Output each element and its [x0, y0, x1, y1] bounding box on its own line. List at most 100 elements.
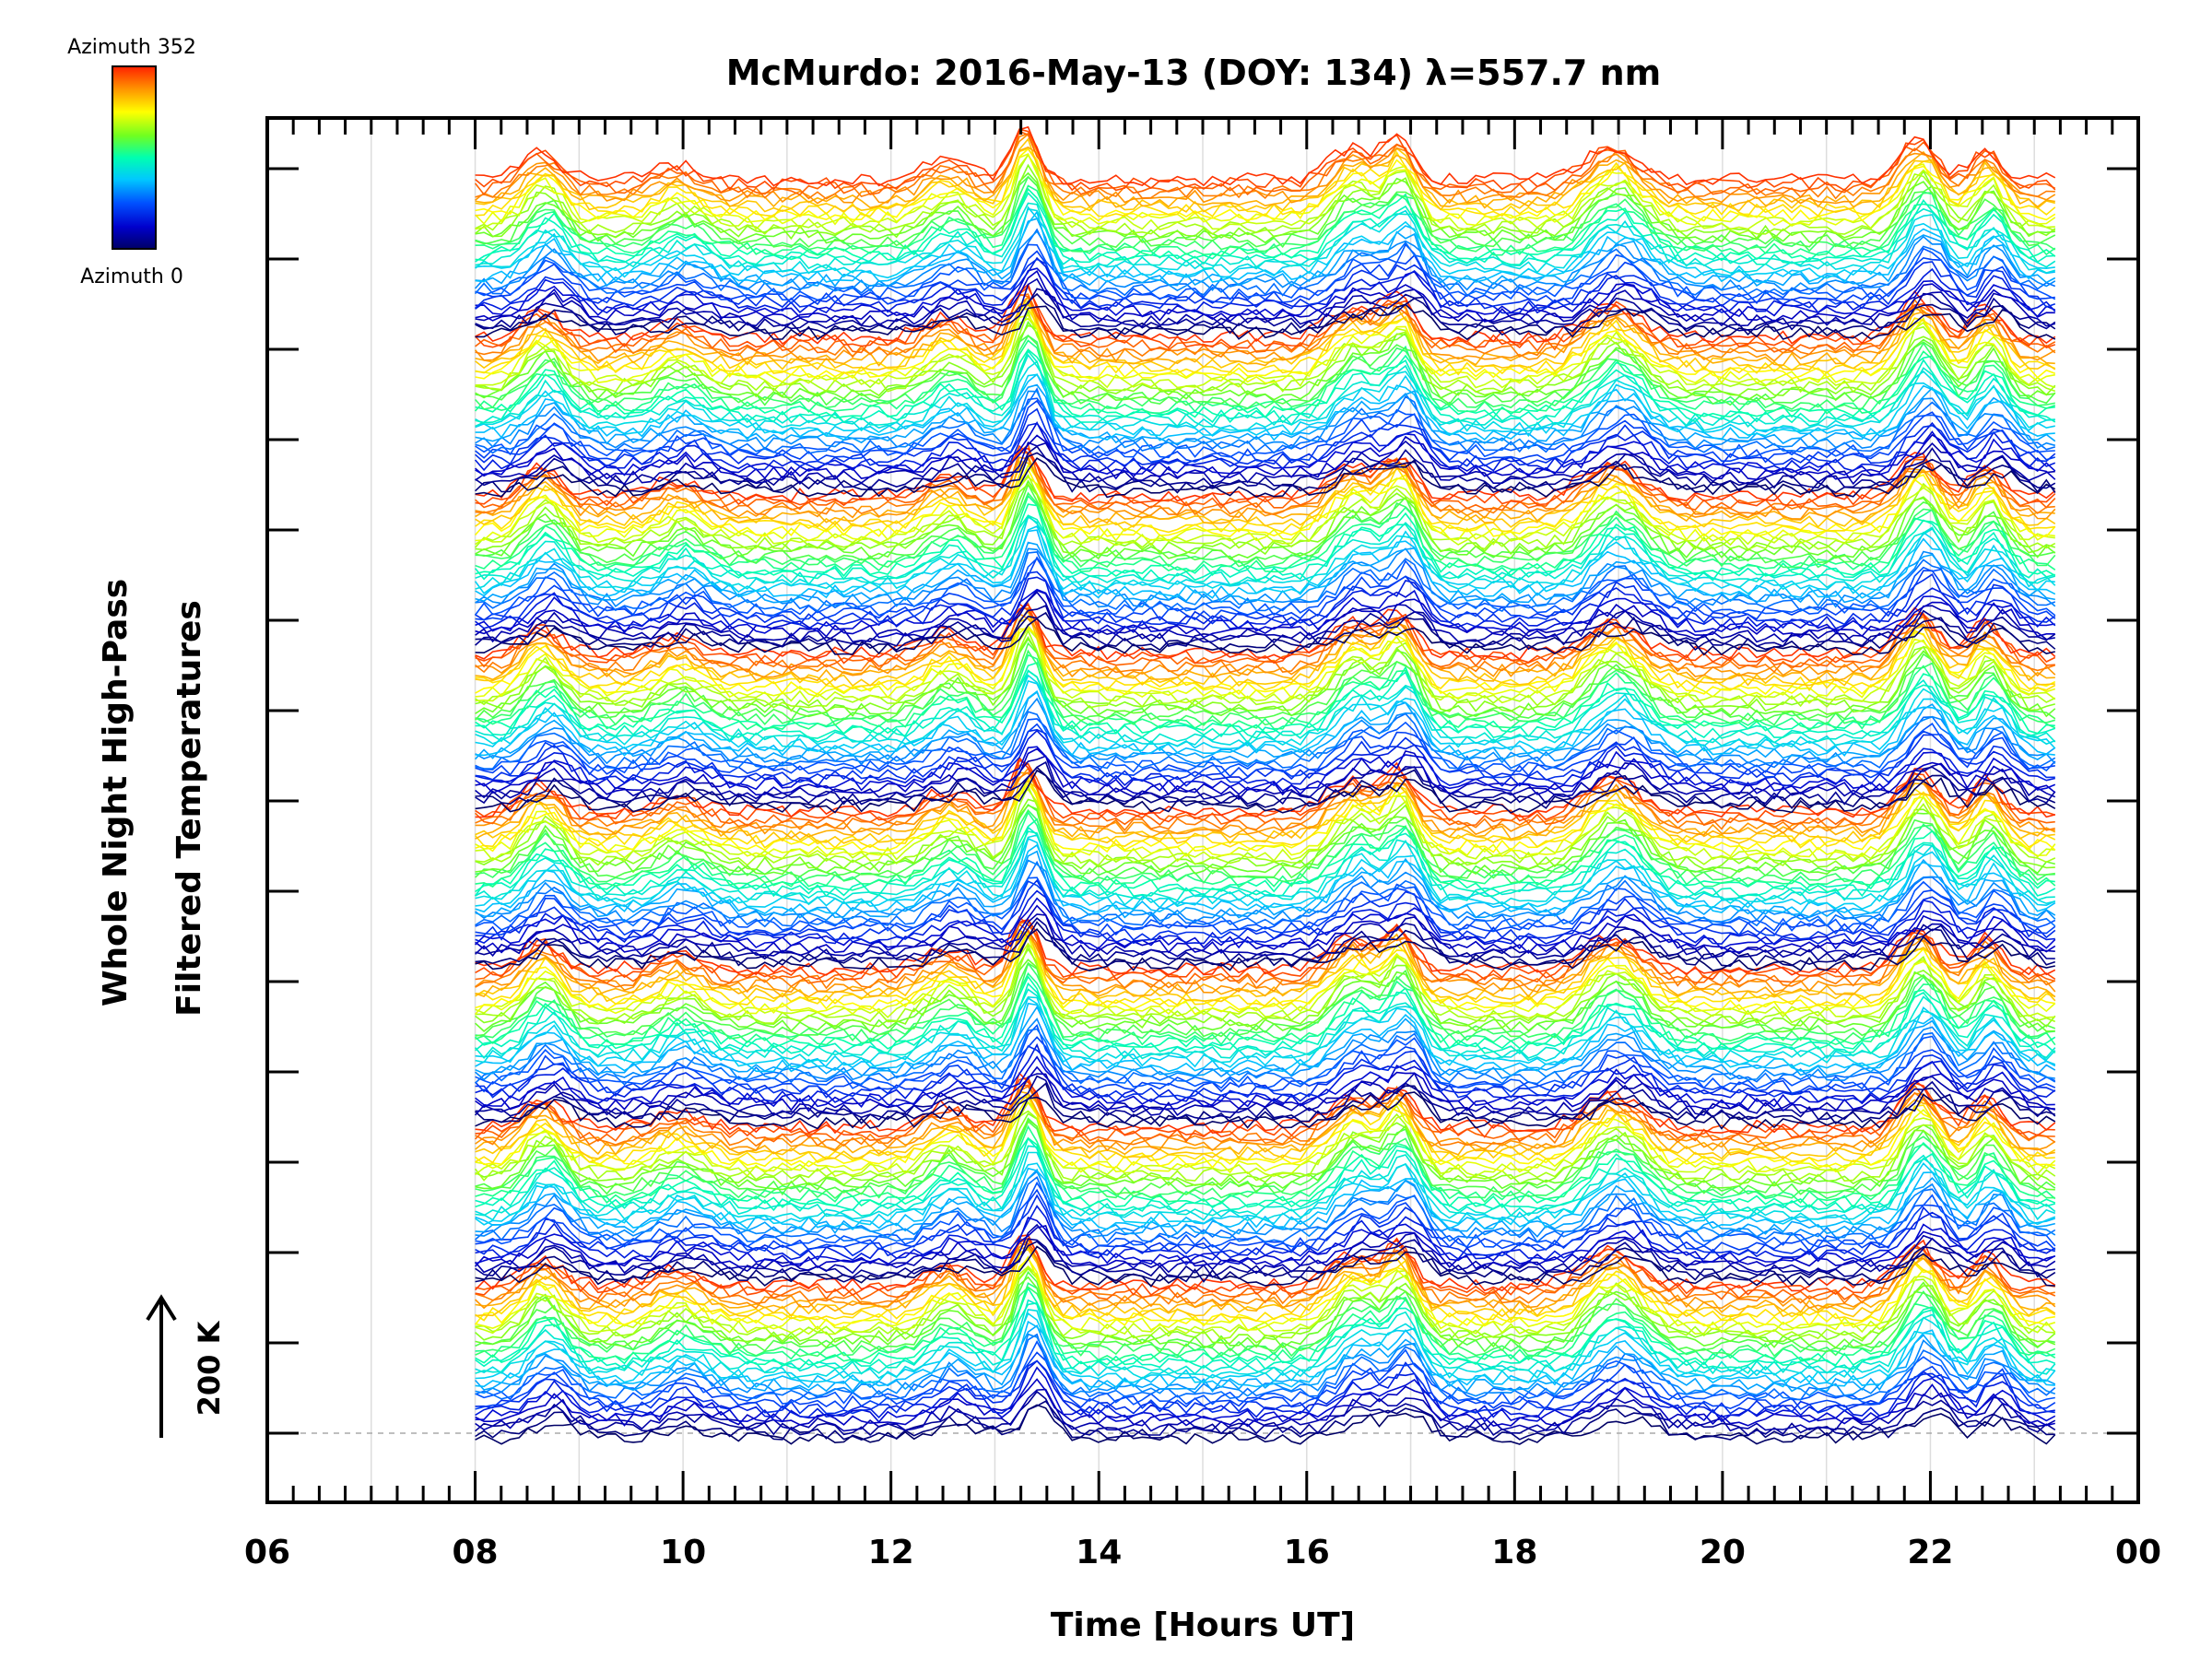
series-line: [474, 514, 2056, 582]
series-line: [475, 317, 2056, 389]
series-line: [475, 1286, 2056, 1358]
series-line: [475, 454, 2055, 534]
series-line: [475, 918, 2056, 976]
x-tick-label: 20: [1700, 1534, 1746, 1571]
series-line: [475, 1333, 2056, 1397]
series-line: [475, 1248, 2056, 1318]
series-line: [475, 147, 2056, 218]
series-line: [475, 629, 2056, 709]
series-line: [475, 826, 2055, 901]
series-line: [475, 445, 2056, 489]
series-line: [475, 1136, 2056, 1213]
series-line: [475, 803, 2055, 880]
colorbar-gradient: [112, 65, 157, 250]
series-line: [475, 1090, 2055, 1156]
series-line: [475, 1023, 2056, 1090]
series-line: [475, 1286, 2055, 1367]
series-line: [475, 433, 2056, 481]
series-line: [475, 961, 2055, 1042]
series-line: [475, 843, 2056, 915]
series-line: [475, 467, 2056, 538]
series-line: [475, 618, 2055, 656]
series-line: [475, 637, 2056, 718]
series-line: [475, 923, 2056, 985]
series-line: [475, 1234, 2056, 1292]
series-line: [475, 1055, 2055, 1108]
series-line: [474, 421, 2056, 472]
series-line: [475, 1400, 2055, 1441]
series-line: [475, 494, 2056, 573]
x-tick-labels: 06 08 10 12 14 16 18 20 22 00: [244, 1534, 2161, 1571]
x-axis-label: Time [Hours UT]: [1051, 1606, 1355, 1644]
x-tick-label: 22: [1907, 1534, 1953, 1571]
y-axis-label-line1: Whole Night High-Pass: [97, 579, 135, 1006]
series-line: [475, 457, 2056, 499]
series-line: [475, 755, 2056, 801]
series-line: [475, 1333, 2056, 1401]
series-line: [475, 292, 2056, 336]
series-line: [475, 293, 2056, 354]
series-line: [475, 335, 2055, 410]
series-line: [475, 609, 2055, 688]
series-line: [475, 1091, 2056, 1130]
series-line: [475, 147, 2056, 222]
series-line: [475, 479, 2056, 560]
series-line: [475, 760, 2056, 806]
series-line: [475, 1324, 2056, 1394]
series-line: [475, 295, 2055, 367]
x-tick-label: 18: [1491, 1534, 1537, 1571]
series-line: [475, 1299, 2056, 1375]
series-line: [475, 627, 2056, 704]
series-line: [475, 788, 2055, 863]
chart-title: McMurdo: 2016-May-13 (DOY: 134) λ=557.7 …: [726, 53, 1662, 93]
series-line: [475, 913, 2055, 959]
series-line: [475, 689, 2055, 757]
series-line: [475, 128, 2056, 192]
scale-arrow: 200 K: [146, 1294, 227, 1438]
series-line: [475, 766, 2056, 810]
series-line: [475, 360, 2055, 432]
series-line: [475, 1006, 2056, 1077]
series-line: [475, 928, 2056, 998]
series-line: [475, 915, 2056, 981]
series-line: [475, 383, 2056, 445]
series-line: [475, 798, 2055, 871]
series-line: [475, 728, 2055, 783]
x-tick-label: 12: [868, 1534, 914, 1571]
series-line: [475, 604, 2056, 661]
series-line: [475, 324, 2056, 398]
series-line: [475, 125, 2056, 187]
series-line: [475, 1095, 2055, 1169]
series-line: [475, 320, 2055, 402]
series-line: [475, 451, 2055, 516]
series-line: [475, 452, 2056, 494]
series-line: [475, 1100, 2056, 1178]
series-line: [475, 942, 2055, 1020]
series-line: [475, 917, 2055, 963]
colorbar: Azimuth 352 Azimuth 0: [67, 36, 196, 288]
series-line: [475, 1168, 2055, 1235]
series-line: [475, 1176, 2056, 1244]
series-line: [475, 348, 2055, 419]
series-line: [475, 464, 2055, 542]
series-line: [475, 928, 2055, 972]
series-line: [475, 982, 2056, 1055]
series-line: [474, 524, 2055, 594]
series-line: [475, 1237, 2056, 1300]
series-line: [475, 1092, 2056, 1160]
series-line: [475, 635, 2056, 713]
series-lines: [474, 125, 2056, 1445]
series-line: [475, 669, 2056, 740]
series-line: [475, 1170, 2056, 1240]
series-line: [475, 192, 2055, 266]
series-line: [475, 1390, 2056, 1437]
scale-label: 200 K: [192, 1320, 227, 1416]
series-line: [475, 137, 2055, 214]
series-line: [475, 589, 2055, 639]
series-line: [475, 133, 2056, 205]
colorbar-top-label: Azimuth 352: [67, 36, 196, 59]
series-line: [475, 1266, 2056, 1345]
series-line: [475, 878, 2056, 941]
series-line: [475, 288, 2056, 332]
